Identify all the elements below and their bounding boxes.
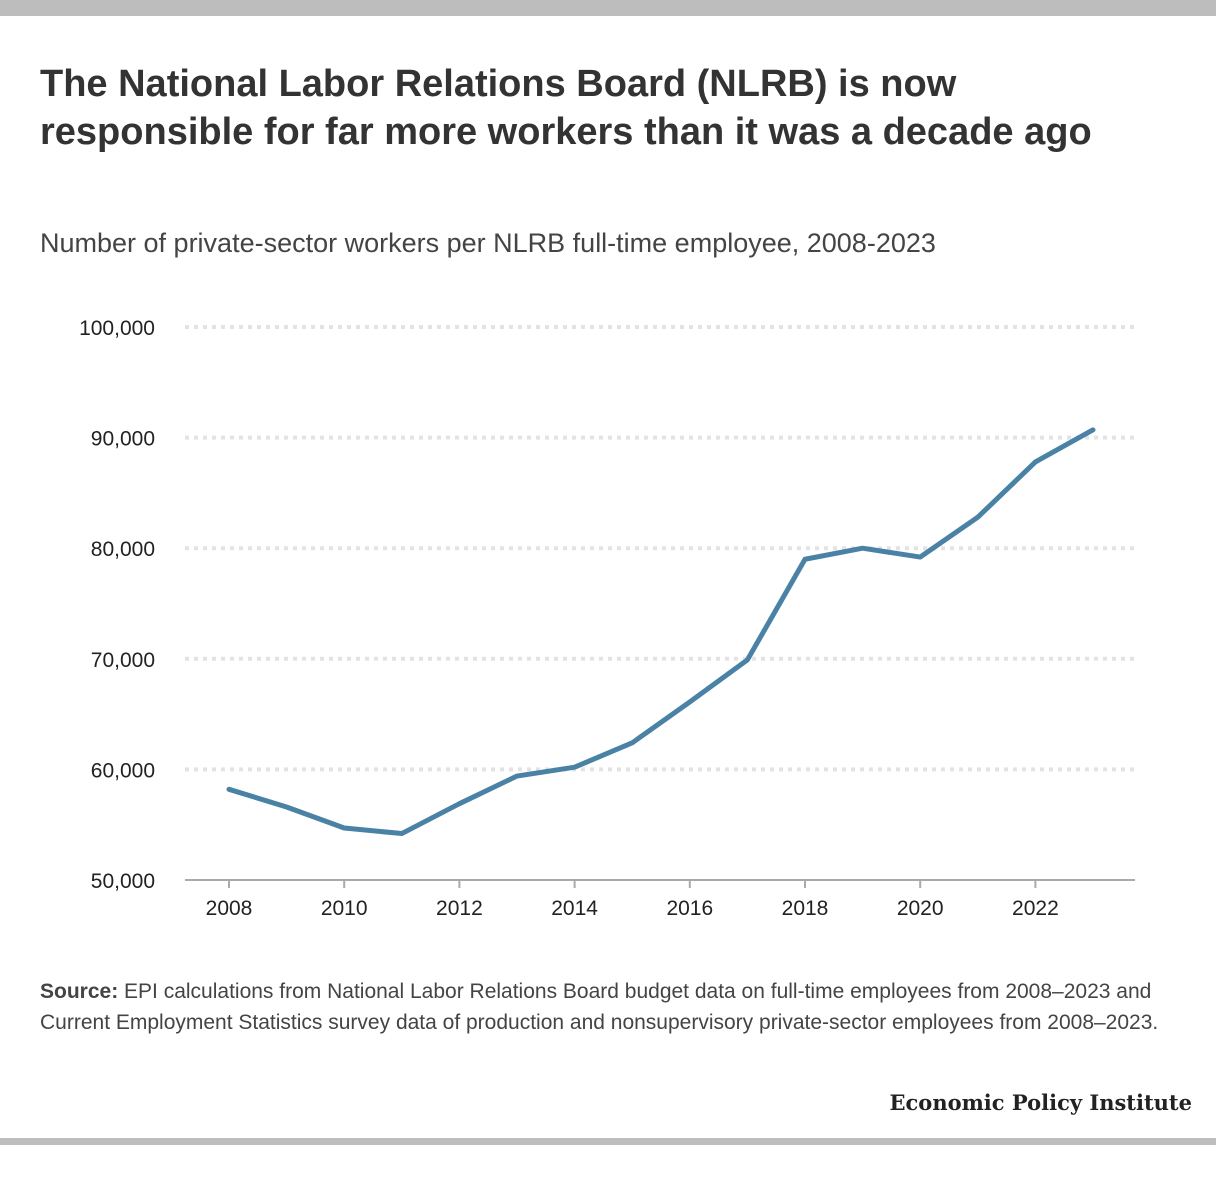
x-tick-label: 2016 <box>666 897 713 920</box>
x-tick-label: 2010 <box>321 897 368 920</box>
y-tick-label: 60,000 <box>91 759 155 782</box>
series-line <box>226 427 1096 837</box>
y-tick-label: 70,000 <box>91 649 155 672</box>
line-chart: 50,000 60,000 70,000 80,000 90,000 100,000 200… <box>79 317 1135 920</box>
chart-subtitle: Number of private-sector workers per NLR… <box>40 228 936 258</box>
x-tick-label: 2012 <box>436 897 483 920</box>
x-tick-label: 2020 <box>897 897 944 920</box>
x-tick-label: 2008 <box>206 897 253 920</box>
x-tick-label: 2018 <box>782 897 829 920</box>
brand-logo: Economic Policy Institute <box>889 1090 1192 1115</box>
source-label: Source: <box>40 980 119 1003</box>
source-text: EPI calculations from National Labor Rel… <box>40 980 1159 1034</box>
source-note: Source: EPI calculations from National L… <box>40 976 1180 1038</box>
y-tick-label: 80,000 <box>91 538 155 561</box>
y-tick-label: 50,000 <box>91 870 155 893</box>
x-tick-label: 2014 <box>551 897 598 920</box>
bottom-border <box>0 1138 1216 1145</box>
chart-title: The National Labor Relations Board (NLRB… <box>40 63 1092 153</box>
y-tick-label: 100,000 <box>79 317 155 340</box>
top-border <box>0 0 1216 16</box>
x-tick-label: 2022 <box>1012 897 1059 920</box>
y-tick-label: 90,000 <box>91 428 155 451</box>
